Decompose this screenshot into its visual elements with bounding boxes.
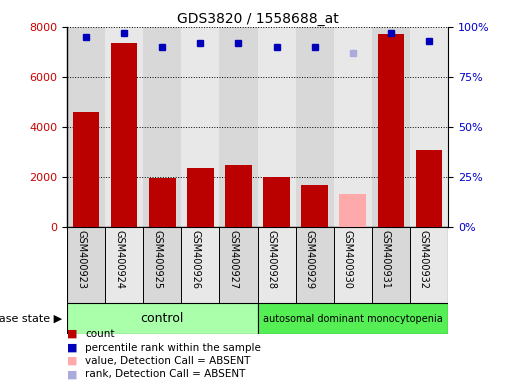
Text: disease state ▶: disease state ▶ [0,314,62,324]
Bar [377,34,404,227]
Text: control: control [141,312,184,325]
Bar [181,227,219,303]
Bar [219,27,258,227]
Text: GSM400927: GSM400927 [229,230,238,290]
Bar [296,227,334,303]
Text: GSM400929: GSM400929 [305,230,315,290]
Text: GSM400931: GSM400931 [381,230,391,289]
Text: GSM400932: GSM400932 [419,230,429,290]
Bar [149,178,176,227]
Text: GSM400925: GSM400925 [152,230,162,290]
Bar [410,227,448,303]
Text: autosomal dominant monocytopenia: autosomal dominant monocytopenia [263,314,443,324]
Text: rank, Detection Call = ABSENT: rank, Detection Call = ABSENT [85,369,245,379]
Bar [339,194,366,227]
Bar [258,227,296,303]
Bar [410,27,448,227]
Bar [225,166,252,227]
Bar [334,227,372,303]
Bar [111,43,138,227]
Bar [143,227,181,303]
Title: GDS3820 / 1558688_at: GDS3820 / 1558688_at [177,12,338,26]
Bar [67,27,105,227]
Bar [105,227,143,303]
Bar [181,27,219,227]
Bar [416,151,442,227]
Text: GSM400926: GSM400926 [191,230,200,290]
Text: ■: ■ [67,343,77,353]
Bar [372,27,410,227]
Bar [219,227,258,303]
Text: count: count [85,329,114,339]
Bar [67,303,258,334]
Bar [258,303,448,334]
Bar [296,27,334,227]
Bar [105,27,143,227]
Bar [67,227,105,303]
Bar [187,168,214,227]
Bar [258,27,296,227]
Text: ■: ■ [67,329,77,339]
Text: GSM400924: GSM400924 [114,230,124,290]
Bar [143,27,181,227]
Text: ■: ■ [67,356,77,366]
Bar [73,112,99,227]
Text: GSM400923: GSM400923 [76,230,86,290]
Bar [334,27,372,227]
Bar [301,185,328,227]
Text: GSM400930: GSM400930 [343,230,353,289]
Text: value, Detection Call = ABSENT: value, Detection Call = ABSENT [85,356,250,366]
Bar [263,177,290,227]
Text: ■: ■ [67,369,77,379]
Text: percentile rank within the sample: percentile rank within the sample [85,343,261,353]
Text: GSM400928: GSM400928 [267,230,277,290]
Bar [372,227,410,303]
